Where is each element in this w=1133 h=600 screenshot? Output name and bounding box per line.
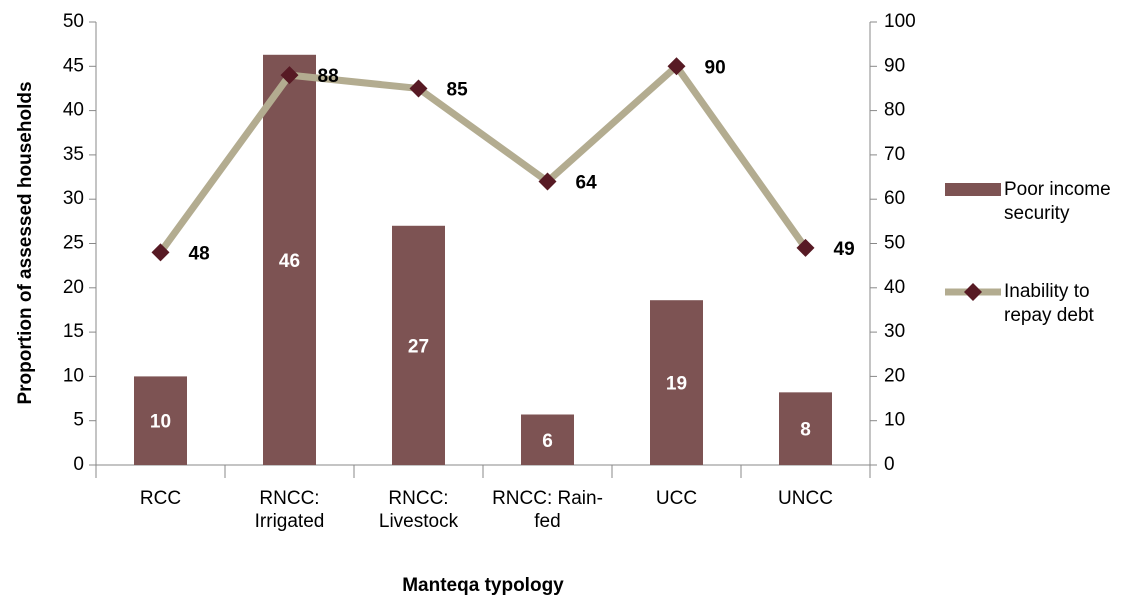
bar (521, 414, 574, 465)
y2-tick-label: 10 (884, 410, 905, 431)
line-marker (280, 66, 299, 85)
bar-value-label: 6 (542, 431, 553, 452)
y-tick-label: 45 (63, 55, 84, 76)
y-axis-label: Proportion of assessed households (15, 81, 36, 404)
y-tick-label: 40 (63, 100, 84, 121)
x-tick-label: RCC (139, 488, 182, 509)
line-value-label: 88 (318, 66, 339, 87)
x-axis-label: Manteqa typology (402, 575, 564, 596)
y2-tick-label: 100 (884, 11, 916, 32)
x-tick-label: RNCC: Rain-fed (492, 488, 603, 532)
bar (650, 300, 703, 465)
bar-value-label: 10 (150, 412, 171, 433)
y2-tick-label: 20 (884, 365, 905, 386)
x-tick-label: UCC (655, 488, 698, 509)
line-marker (667, 57, 686, 76)
y2-tick-label: 70 (884, 144, 905, 165)
y-tick-label: 0 (73, 454, 84, 475)
legend-swatch (945, 183, 1001, 196)
line-marker (538, 172, 557, 191)
y2-tick-label: 60 (884, 188, 905, 209)
y2-tick-label: 30 (884, 321, 905, 342)
line-marker (796, 238, 815, 257)
legend-marker (964, 283, 982, 301)
y-tick-label: 20 (63, 277, 84, 298)
y2-tick-label: 40 (884, 277, 905, 298)
bar (134, 376, 187, 465)
bar (263, 54, 316, 465)
x-tick-label: RNCC: Livestock (378, 488, 459, 532)
line (157, 62, 809, 255)
bar-value-label: 8 (800, 420, 811, 441)
bar-value-label: 19 (666, 374, 687, 395)
y2-tick-label: 0 (884, 454, 895, 475)
bar (779, 392, 832, 465)
y2-tick-label: 80 (884, 100, 905, 121)
line-marker (151, 243, 170, 262)
y-tick-label: 25 (63, 233, 84, 254)
line-marker (409, 79, 428, 98)
bar (392, 225, 445, 465)
y-tick-label: 5 (73, 410, 84, 431)
bar-value-label: 27 (408, 336, 429, 357)
y-tick-label: 15 (63, 321, 84, 342)
x-tick-label: UNCC (778, 488, 833, 509)
line-value-label: 49 (834, 239, 855, 260)
line-value-label: 64 (576, 172, 598, 193)
line-value-label: 90 (705, 57, 726, 78)
legend-label: Inability to repay debt (1004, 281, 1094, 326)
y2-tick-label: 50 (884, 233, 905, 254)
y2-tick-label: 90 (884, 55, 905, 76)
y-tick-label: 50 (63, 11, 84, 32)
legend-label: Poor income security (1004, 179, 1111, 224)
y-tick-label: 10 (63, 365, 84, 386)
line-value-label: 85 (447, 79, 469, 100)
bar-value-label: 46 (279, 251, 300, 272)
y-tick-label: 30 (63, 188, 84, 209)
x-tick-label: RNCC: Irrigated (254, 488, 325, 532)
line-value-label: 48 (189, 243, 210, 264)
y-tick-label: 35 (63, 144, 84, 165)
